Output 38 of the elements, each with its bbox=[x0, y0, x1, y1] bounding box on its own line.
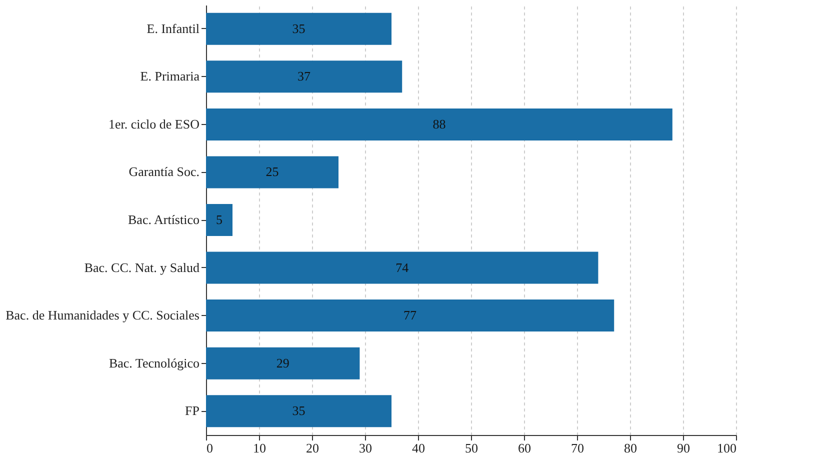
x-tick-label: 90 bbox=[677, 440, 690, 456]
x-tick-label: 10 bbox=[253, 440, 266, 456]
y-tick-label: Bac. Tecnológico bbox=[108, 355, 200, 370]
data-label: 77 bbox=[404, 308, 418, 323]
data-label: 29 bbox=[276, 355, 290, 370]
bar bbox=[206, 60, 402, 93]
y-tick-label: Bac. Artístico bbox=[128, 212, 200, 227]
x-tick-label: 40 bbox=[412, 440, 425, 456]
x-tick-label: 70 bbox=[571, 440, 584, 456]
y-tick-label: Garantía Soc. bbox=[128, 164, 200, 180]
x-tick-label: 60 bbox=[518, 440, 531, 456]
y-tick-label: E. Infantil bbox=[146, 20, 200, 36]
y-tick-label: Bac. CC. Nat. y Salud bbox=[84, 260, 200, 275]
bar bbox=[206, 347, 360, 380]
bar bbox=[206, 300, 614, 332]
x-tick-label: 0 bbox=[206, 440, 213, 456]
data-label: 74 bbox=[396, 260, 410, 275]
bar bbox=[206, 12, 392, 45]
bar bbox=[206, 108, 672, 140]
bar bbox=[206, 204, 232, 236]
x-tick-label: 80 bbox=[624, 440, 637, 456]
bar bbox=[206, 252, 598, 284]
data-label: 5 bbox=[216, 212, 222, 227]
data-label: 88 bbox=[432, 116, 446, 132]
y-tick-label: Bac. de Humanidades y CC. Sociales bbox=[6, 308, 200, 323]
y-tick-label: FP bbox=[185, 403, 200, 418]
x-tick-label: 100 bbox=[717, 440, 736, 456]
data-label: 37 bbox=[298, 68, 312, 84]
data-label: 35 bbox=[292, 20, 306, 36]
x-tick-label: 20 bbox=[306, 440, 319, 456]
x-tick-label: 50 bbox=[465, 440, 478, 456]
y-tick-label: E. Primaria bbox=[140, 68, 200, 84]
y-tick-label: 1er. ciclo de ESO bbox=[108, 116, 200, 132]
data-label: 35 bbox=[292, 403, 306, 418]
bar bbox=[206, 395, 392, 428]
data-label: 25 bbox=[266, 164, 279, 180]
x-tick-label: 30 bbox=[359, 440, 372, 456]
bar bbox=[206, 156, 338, 188]
